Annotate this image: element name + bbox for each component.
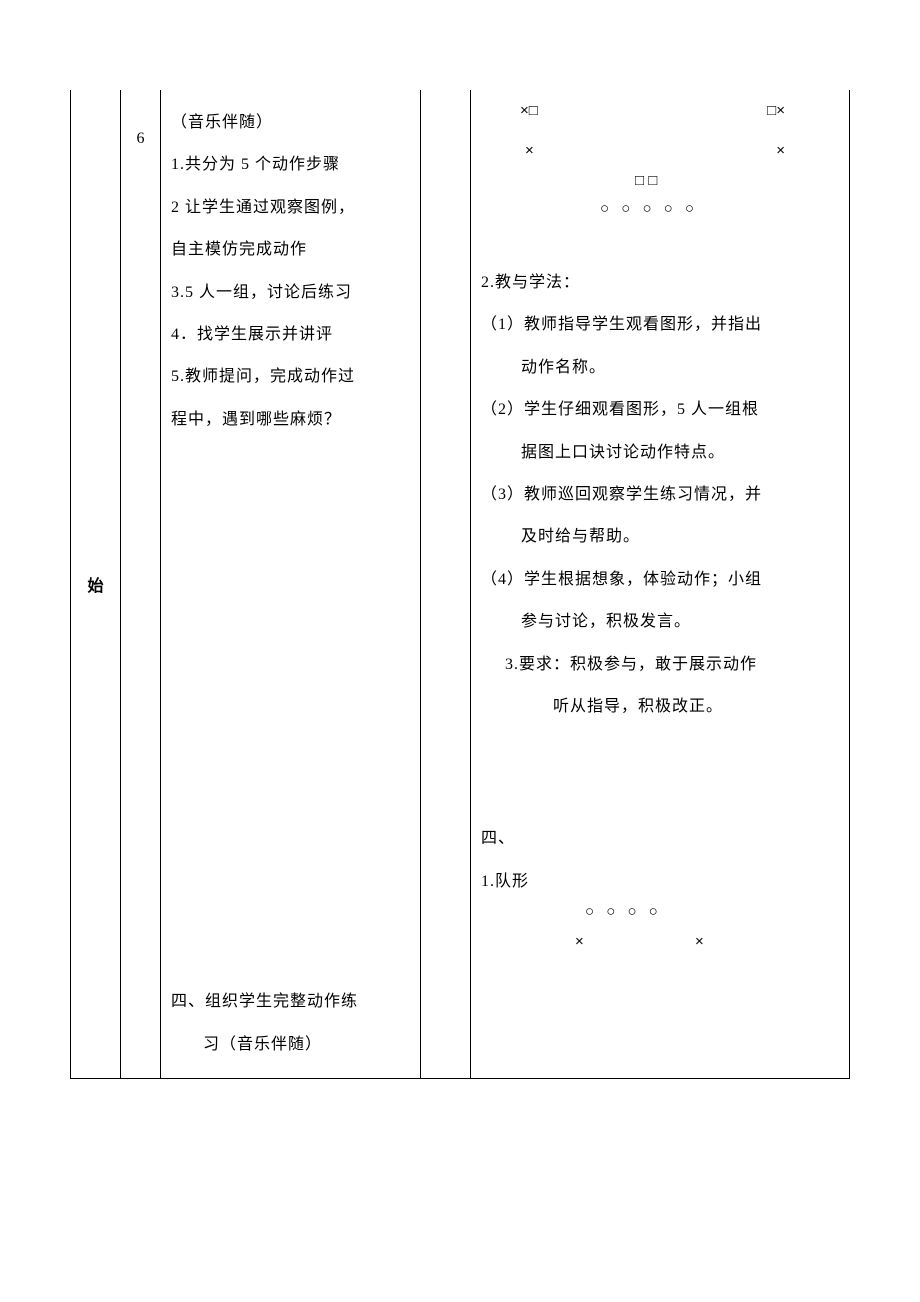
- time-value: 6: [127, 130, 154, 148]
- square-x-icon: □×: [767, 102, 785, 119]
- method-line: 据图上口诀讨论动作特点。: [481, 432, 839, 474]
- method-line: （2）学生仔细观看图形，5 人一组根: [481, 389, 839, 431]
- section-four-label: 四、: [481, 818, 839, 860]
- activity-line: 程中，遇到哪些麻烦？: [171, 399, 410, 441]
- activity-column: （音乐伴随） 1.共分为 5 个动作步骤 2 让学生通过观察图例， 自主模仿完成…: [161, 90, 421, 1078]
- blank-column: [421, 90, 471, 1078]
- lesson-table: 始 6 （音乐伴随） 1.共分为 5 个动作步骤 2 让学生通过观察图例， 自主…: [70, 90, 850, 1079]
- spacer: [481, 728, 839, 818]
- method-line: 3.要求：积极参与，敢于展示动作: [481, 644, 839, 686]
- phase-column: 始: [71, 90, 121, 1078]
- phase-label: 始: [87, 572, 103, 596]
- activity-line: （音乐伴随）: [171, 102, 410, 144]
- activity-line: 3.5 人一组，讨论后练习: [171, 272, 410, 314]
- spacer: [171, 441, 410, 981]
- activity-line: 5.教师提问，完成动作过: [171, 356, 410, 398]
- x-icon: ×: [695, 933, 704, 950]
- method-line: 听从指导，积极改正。: [481, 686, 839, 728]
- method-line: 动作名称。: [481, 347, 839, 389]
- activity-line: 2 让学生通过观察图例，: [171, 187, 410, 229]
- page: 始 6 （音乐伴随） 1.共分为 5 个动作步骤 2 让学生通过观察图例， 自主…: [0, 0, 920, 1302]
- square-pair-icon: □ □: [635, 172, 657, 189]
- activity-line: 4．找学生展示并讲评: [171, 314, 410, 356]
- method-line: 2.教与学法：: [481, 262, 839, 304]
- table-row: 始 6 （音乐伴随） 1.共分为 5 个动作步骤 2 让学生通过观察图例， 自主…: [71, 90, 849, 1078]
- method-line: （3）教师巡回观察学生练习情况，并: [481, 474, 839, 516]
- formation-label: 1.队形: [481, 861, 839, 903]
- circle-row-icon: ○ ○ ○ ○ ○: [600, 200, 698, 217]
- x-icon: ×: [525, 142, 534, 159]
- formation-diagram-1: ×□ □× × × □ □ ○ ○ ○ ○ ○: [495, 102, 825, 232]
- activity-line: 习（音乐伴随）: [171, 1024, 410, 1066]
- formation-diagram-2: ○ ○ ○ ○ × ×: [495, 903, 825, 953]
- x-square-icon: ×□: [520, 102, 538, 119]
- method-line: （1）教师指导学生观看图形，并指出: [481, 304, 839, 346]
- circle-row-icon: ○ ○ ○ ○: [585, 903, 662, 920]
- method-line: 参与讨论，积极发言。: [481, 601, 839, 643]
- method-line: 及时给与帮助。: [481, 516, 839, 558]
- activity-line: 1.共分为 5 个动作步骤: [171, 144, 410, 186]
- x-icon: ×: [776, 142, 785, 159]
- spacer: [481, 232, 839, 262]
- time-column: 6: [121, 90, 161, 1078]
- method-column: ×□ □× × × □ □ ○ ○ ○ ○ ○ 2.教与学法： （1）教师指导学…: [471, 90, 849, 1078]
- method-line: （4）学生根据想象，体验动作；小组: [481, 559, 839, 601]
- activity-line: 自主模仿完成动作: [171, 229, 410, 271]
- activity-line: 四、组织学生完整动作练: [171, 981, 410, 1023]
- x-icon: ×: [575, 933, 584, 950]
